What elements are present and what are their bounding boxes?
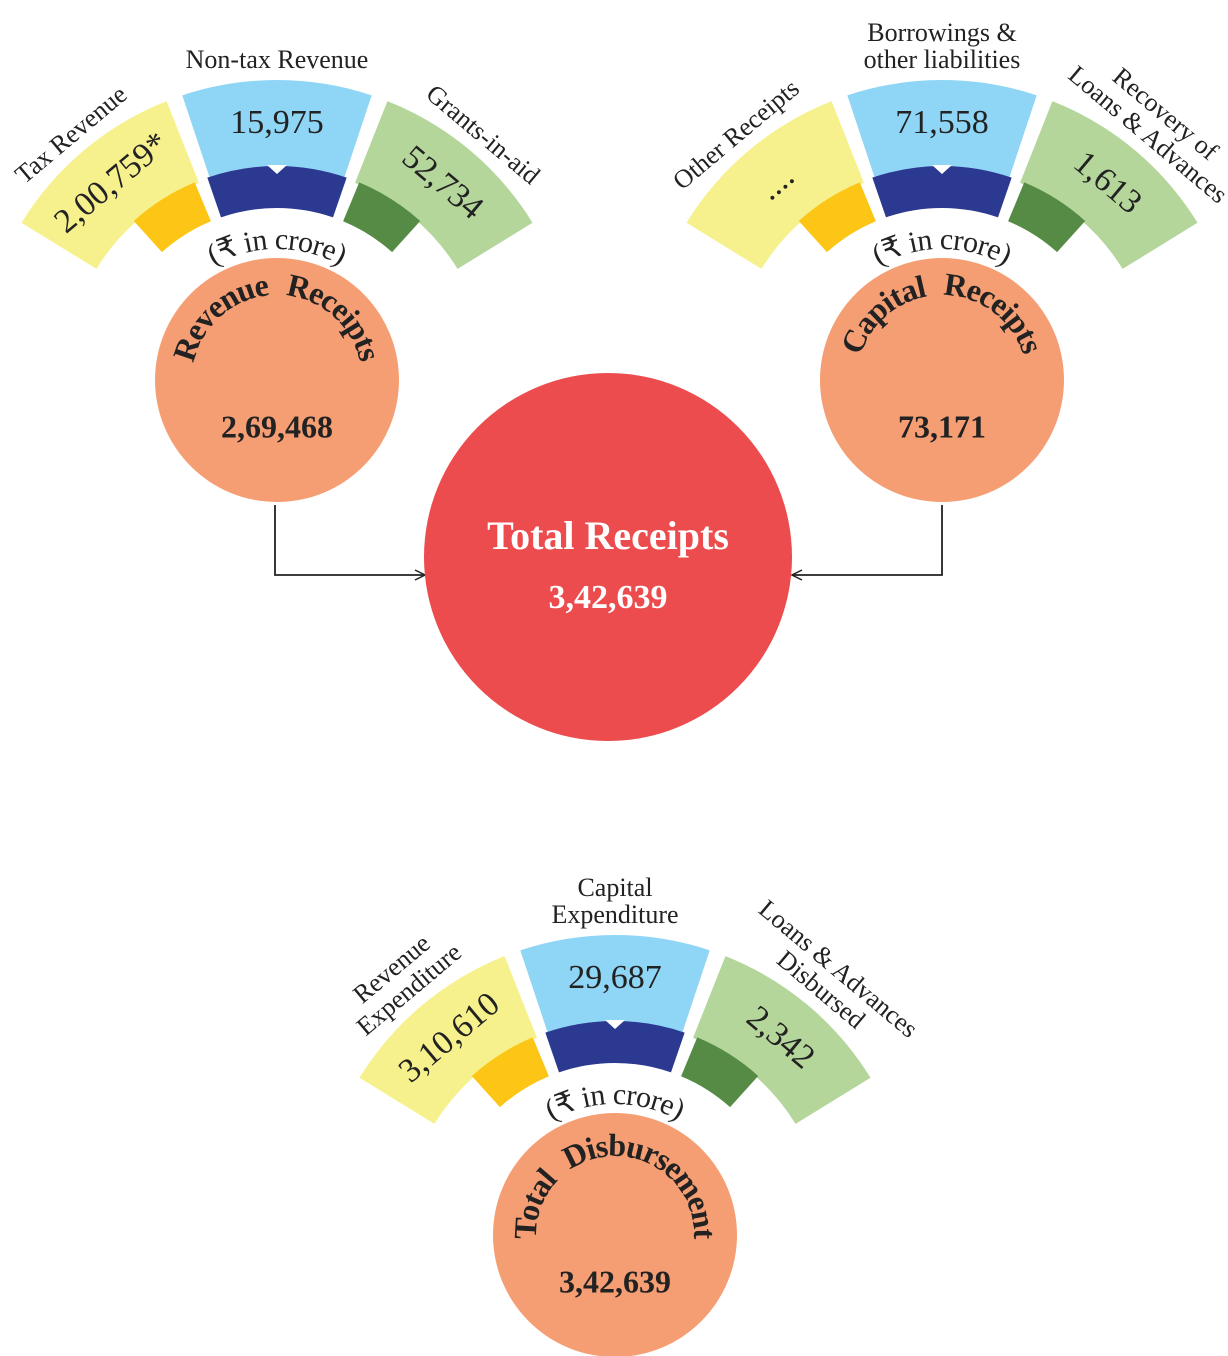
- connector: [792, 505, 943, 575]
- summary-value: 73,171: [898, 408, 986, 444]
- segment: [686, 101, 864, 269]
- band-notch: [605, 1020, 625, 1029]
- total-receipts-title: Total Receipts: [487, 513, 729, 558]
- segment-label: Capital: [577, 873, 652, 902]
- segment: [355, 101, 533, 269]
- connector: [274, 505, 425, 575]
- segment-value: 15,975: [230, 104, 324, 141]
- segment: [520, 935, 710, 1034]
- segment: [693, 956, 871, 1124]
- summary-value: 3,42,639: [559, 1263, 671, 1299]
- summary-circle: [493, 1113, 737, 1356]
- summary-value: 2,69,468: [221, 408, 333, 444]
- segment-band: [872, 166, 1012, 218]
- total-receipts-value: 3,42,639: [549, 579, 668, 616]
- segment-value: 29,687: [568, 959, 662, 996]
- segment: [1020, 101, 1198, 269]
- segment-label: other liabilities: [864, 45, 1021, 74]
- segment-value: 71,558: [895, 104, 989, 141]
- segment-label: Expenditure: [551, 900, 678, 929]
- segment-band: [343, 182, 421, 253]
- segment-label: Borrowings &: [867, 18, 1017, 47]
- segment-band: [798, 182, 876, 253]
- summary-circle: [820, 258, 1064, 502]
- segment-band: [207, 165, 347, 218]
- summary-circle: [155, 258, 399, 502]
- segment: [182, 80, 372, 179]
- band-notch: [267, 165, 287, 174]
- segment-band: [133, 182, 211, 253]
- segment-label: Non-tax Revenue: [186, 45, 369, 74]
- segment-band: [545, 1021, 685, 1073]
- total-receipts-circle: [424, 373, 792, 741]
- segment-band: [681, 1037, 759, 1108]
- segment: [21, 101, 199, 269]
- segment: [847, 79, 1037, 179]
- segment-band: [471, 1037, 549, 1108]
- segment: [359, 956, 537, 1124]
- band-notch: [932, 165, 952, 174]
- segment-band: [1008, 182, 1086, 253]
